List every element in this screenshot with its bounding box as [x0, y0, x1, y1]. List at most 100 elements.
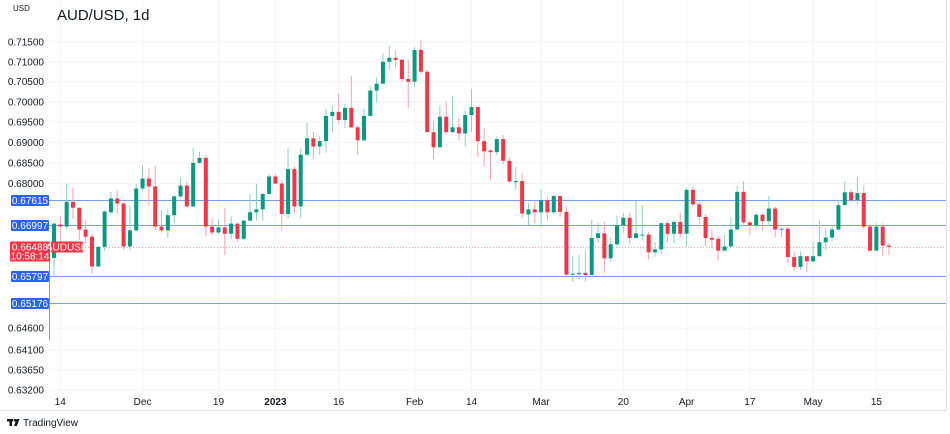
candle [849, 189, 854, 203]
candle [235, 222, 240, 242]
candle-body [596, 233, 601, 238]
candle [868, 224, 873, 252]
candle-body [703, 216, 708, 238]
candle [671, 220, 676, 244]
candle-body [412, 49, 417, 82]
candle-body [804, 256, 809, 262]
candle-body [513, 181, 518, 183]
candle-body [868, 226, 873, 251]
candle [412, 47, 417, 87]
level-price-text: 0.65176 [12, 299, 49, 310]
candle [652, 242, 657, 257]
candle-body [431, 132, 436, 148]
price-axis[interactable]: 0.71500 0.71000 0.70500 0.70000 0.69500 0.690… [8, 38, 45, 397]
horizontal-levels[interactable] [49, 200, 946, 304]
grid-lines [49, 0, 946, 392]
candle-body [849, 192, 854, 201]
candle [526, 203, 531, 226]
candle-body [456, 127, 461, 134]
candle [754, 212, 759, 229]
candle-body [127, 230, 132, 247]
candle-body [64, 201, 69, 227]
candle-body [811, 256, 816, 262]
candle-body [545, 200, 550, 213]
candle [254, 183, 259, 221]
candle-body [140, 178, 145, 189]
candle [779, 227, 784, 238]
candle-body [469, 107, 474, 116]
candle-body [197, 157, 202, 163]
candle-body [317, 141, 322, 147]
candle-body [602, 233, 607, 259]
candle [121, 202, 126, 250]
candle [279, 180, 284, 231]
x-tick-label: May [804, 397, 823, 408]
last-price-value: 0.66488 [12, 243, 49, 254]
x-tick-label: 14 [55, 397, 67, 408]
candle-body [241, 220, 246, 239]
tradingview-logo[interactable]: TradingView [7, 418, 79, 429]
candle-body [96, 246, 101, 267]
candle-body [342, 107, 347, 120]
candle-body [235, 223, 240, 239]
candle-body [418, 49, 423, 72]
candle [615, 216, 620, 247]
candle-body [507, 160, 512, 182]
candle [374, 77, 379, 103]
candle [146, 168, 151, 206]
candle-body [823, 237, 828, 243]
candle [583, 250, 588, 282]
candle [437, 105, 442, 148]
candle [709, 229, 714, 249]
candle [880, 223, 885, 256]
candle [539, 189, 544, 228]
candle [887, 243, 892, 255]
candle-body [627, 217, 632, 238]
candle [273, 174, 278, 185]
candle [747, 220, 752, 235]
candle-body [659, 223, 664, 250]
candle [684, 187, 689, 247]
candle-body [570, 273, 575, 275]
candle [520, 173, 525, 218]
candle-body [70, 201, 75, 208]
candle-body [501, 139, 506, 161]
candle [665, 221, 670, 244]
candle-body [880, 226, 885, 246]
candle [134, 183, 139, 232]
candle-body [817, 242, 822, 257]
candle-body [260, 193, 265, 210]
candle [58, 216, 63, 246]
candle [633, 201, 638, 239]
candle-body [520, 181, 525, 214]
candle [393, 50, 398, 69]
y-tick-label: 0.64600 [8, 324, 45, 335]
candle-body [551, 196, 556, 213]
candle-body [792, 257, 797, 267]
candle [349, 75, 354, 129]
candle-body [49, 257, 50, 340]
candle [77, 207, 82, 241]
level-price-text: 0.65797 [12, 272, 49, 283]
candle [184, 182, 189, 209]
candle [589, 219, 594, 275]
candle [153, 165, 158, 231]
candle-body [652, 249, 657, 253]
candle [355, 126, 360, 155]
candle [70, 187, 75, 220]
time-axis[interactable]: 14 Dec 19 2023 16 Feb 14 Mar 20 Apr 17 May 15 [55, 397, 883, 408]
candle [602, 221, 607, 273]
candle [564, 206, 569, 277]
candle-body [184, 185, 189, 207]
candle [501, 135, 506, 164]
y-tick-label: 0.70000 [8, 97, 45, 108]
y-tick-label: 0.69500 [8, 118, 45, 129]
candle [336, 93, 341, 125]
x-tick-label: 14 [466, 397, 478, 408]
candle-body [134, 188, 139, 231]
candle-body [115, 198, 120, 204]
candle [140, 164, 145, 191]
candle [703, 214, 708, 247]
candles [49, 40, 892, 340]
candle-body [482, 141, 487, 152]
